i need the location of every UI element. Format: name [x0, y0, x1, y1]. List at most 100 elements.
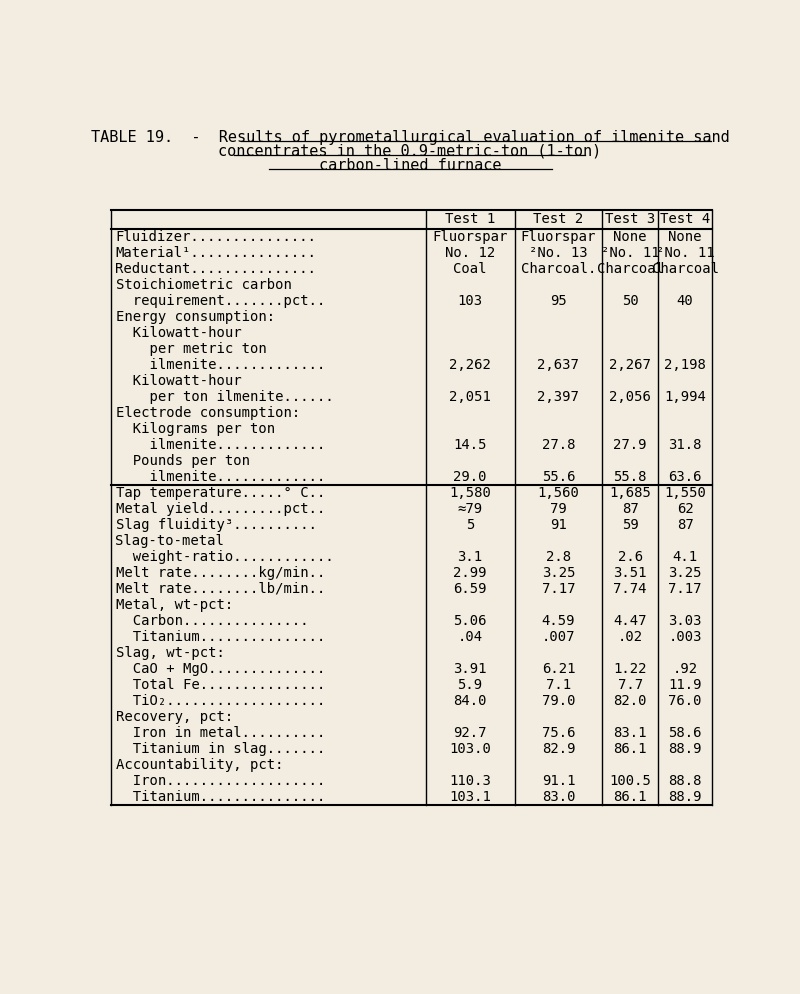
Text: 2,056: 2,056 [609, 390, 651, 404]
Text: per metric ton: per metric ton [115, 342, 266, 356]
Text: Recovery, pct:: Recovery, pct: [115, 710, 233, 724]
Text: .04: .04 [458, 630, 482, 644]
Text: weight-ratio............: weight-ratio............ [115, 550, 334, 564]
Text: TiO₂...................: TiO₂................... [115, 694, 325, 708]
Text: 88.8: 88.8 [668, 774, 702, 788]
Text: 1,560: 1,560 [538, 486, 579, 500]
Text: Charcoal: Charcoal [652, 261, 718, 275]
Text: Slag-to-metal: Slag-to-metal [115, 534, 224, 548]
Text: Fluorspar: Fluorspar [432, 230, 508, 244]
Text: 1.22: 1.22 [614, 662, 647, 676]
Text: 1,580: 1,580 [449, 486, 491, 500]
Text: 5.9: 5.9 [458, 678, 482, 692]
Text: 3.91: 3.91 [454, 662, 487, 676]
Text: None: None [668, 230, 702, 244]
Text: 86.1: 86.1 [614, 743, 647, 756]
Text: Accountability, pct:: Accountability, pct: [115, 758, 283, 772]
Text: 103: 103 [458, 293, 482, 308]
Text: 5: 5 [466, 518, 474, 532]
Text: 76.0: 76.0 [668, 694, 702, 708]
Text: Charcoal: Charcoal [597, 261, 664, 275]
Text: 4.1: 4.1 [673, 550, 698, 564]
Text: 88.9: 88.9 [668, 743, 702, 756]
Text: 79.0: 79.0 [542, 694, 575, 708]
Text: 6.21: 6.21 [542, 662, 575, 676]
Text: 95: 95 [550, 293, 566, 308]
Text: Energy consumption:: Energy consumption: [115, 310, 274, 324]
Text: ²No. 11: ²No. 11 [656, 246, 714, 259]
Text: 75.6: 75.6 [542, 727, 575, 741]
Text: TABLE 19.  -  Results of pyrometallurgical evaluation of ilmenite sand: TABLE 19. - Results of pyrometallurgical… [90, 130, 730, 145]
Text: ²No. 13: ²No. 13 [529, 246, 588, 259]
Text: 11.9: 11.9 [668, 678, 702, 692]
Text: 2.6: 2.6 [618, 550, 642, 564]
Text: 91.1: 91.1 [542, 774, 575, 788]
Text: 79: 79 [550, 502, 566, 516]
Text: 92.7: 92.7 [454, 727, 487, 741]
Text: Reductant...............: Reductant............... [115, 261, 317, 275]
Text: Pounds per ton: Pounds per ton [115, 454, 250, 468]
Text: 7.1: 7.1 [546, 678, 571, 692]
Text: 62: 62 [677, 502, 694, 516]
Text: 27.9: 27.9 [614, 437, 647, 452]
Text: 2,198: 2,198 [664, 358, 706, 372]
Text: 3.25: 3.25 [542, 566, 575, 580]
Text: 40: 40 [677, 293, 694, 308]
Text: Fluorspar: Fluorspar [521, 230, 596, 244]
Text: 2,267: 2,267 [609, 358, 651, 372]
Text: Kilowatt-hour: Kilowatt-hour [115, 374, 241, 388]
Text: Electrode consumption:: Electrode consumption: [115, 406, 300, 419]
Text: 87: 87 [622, 502, 638, 516]
Text: 110.3: 110.3 [449, 774, 491, 788]
Text: CaO + MgO..............: CaO + MgO.............. [115, 662, 325, 676]
Text: ilmenite.............: ilmenite............. [115, 358, 325, 372]
Text: 3.03: 3.03 [668, 614, 702, 628]
Text: Test 3: Test 3 [605, 213, 655, 227]
Text: Metal, wt-pct:: Metal, wt-pct: [115, 598, 233, 612]
Text: Stoichiometric carbon: Stoichiometric carbon [115, 277, 291, 291]
Text: 58.6: 58.6 [668, 727, 702, 741]
Text: concentrates in the 0.9-metric-ton (1-ton): concentrates in the 0.9-metric-ton (1-to… [218, 144, 602, 159]
Text: 1,685: 1,685 [609, 486, 651, 500]
Text: 2,051: 2,051 [449, 390, 491, 404]
Text: ilmenite.............: ilmenite............. [115, 470, 325, 484]
Text: .92: .92 [673, 662, 698, 676]
Text: 29.0: 29.0 [454, 470, 487, 484]
Text: per ton ilmenite......: per ton ilmenite...... [115, 390, 334, 404]
Text: 86.1: 86.1 [614, 790, 647, 804]
Text: 88.9: 88.9 [668, 790, 702, 804]
Text: 2,397: 2,397 [538, 390, 579, 404]
Text: 31.8: 31.8 [668, 437, 702, 452]
Text: 27.8: 27.8 [542, 437, 575, 452]
Text: 50: 50 [622, 293, 638, 308]
Text: Titanium...............: Titanium............... [115, 630, 325, 644]
Text: 103.1: 103.1 [449, 790, 491, 804]
Text: None: None [614, 230, 647, 244]
Text: 84.0: 84.0 [454, 694, 487, 708]
Text: 83.1: 83.1 [614, 727, 647, 741]
Text: Test 4: Test 4 [660, 213, 710, 227]
Text: 1,550: 1,550 [664, 486, 706, 500]
Text: Titanium...............: Titanium............... [115, 790, 325, 804]
Text: 2,262: 2,262 [449, 358, 491, 372]
Text: 91: 91 [550, 518, 566, 532]
Text: Coal: Coal [454, 261, 487, 275]
Text: Melt rate........lb/min..: Melt rate........lb/min.. [115, 581, 325, 596]
Text: Iron in metal..........: Iron in metal.......... [115, 727, 325, 741]
Text: 3.1: 3.1 [458, 550, 482, 564]
Text: Tap temperature.....° C..: Tap temperature.....° C.. [115, 486, 325, 500]
Text: 14.5: 14.5 [454, 437, 487, 452]
Text: ilmenite.............: ilmenite............. [115, 437, 325, 452]
Text: carbon-lined furnace: carbon-lined furnace [318, 158, 502, 173]
Text: 7.7: 7.7 [618, 678, 642, 692]
Text: 6.59: 6.59 [454, 581, 487, 596]
Text: Iron...................: Iron................... [115, 774, 325, 788]
Text: 7.17: 7.17 [542, 581, 575, 596]
Text: Slag, wt-pct:: Slag, wt-pct: [115, 646, 224, 660]
Text: Charcoal.: Charcoal. [521, 261, 596, 275]
Text: requirement.......pct..: requirement.......pct.. [115, 293, 325, 308]
Text: Titanium in slag.......: Titanium in slag....... [115, 743, 325, 756]
Text: 4.59: 4.59 [542, 614, 575, 628]
Text: 100.5: 100.5 [609, 774, 651, 788]
Text: 55.8: 55.8 [614, 470, 647, 484]
